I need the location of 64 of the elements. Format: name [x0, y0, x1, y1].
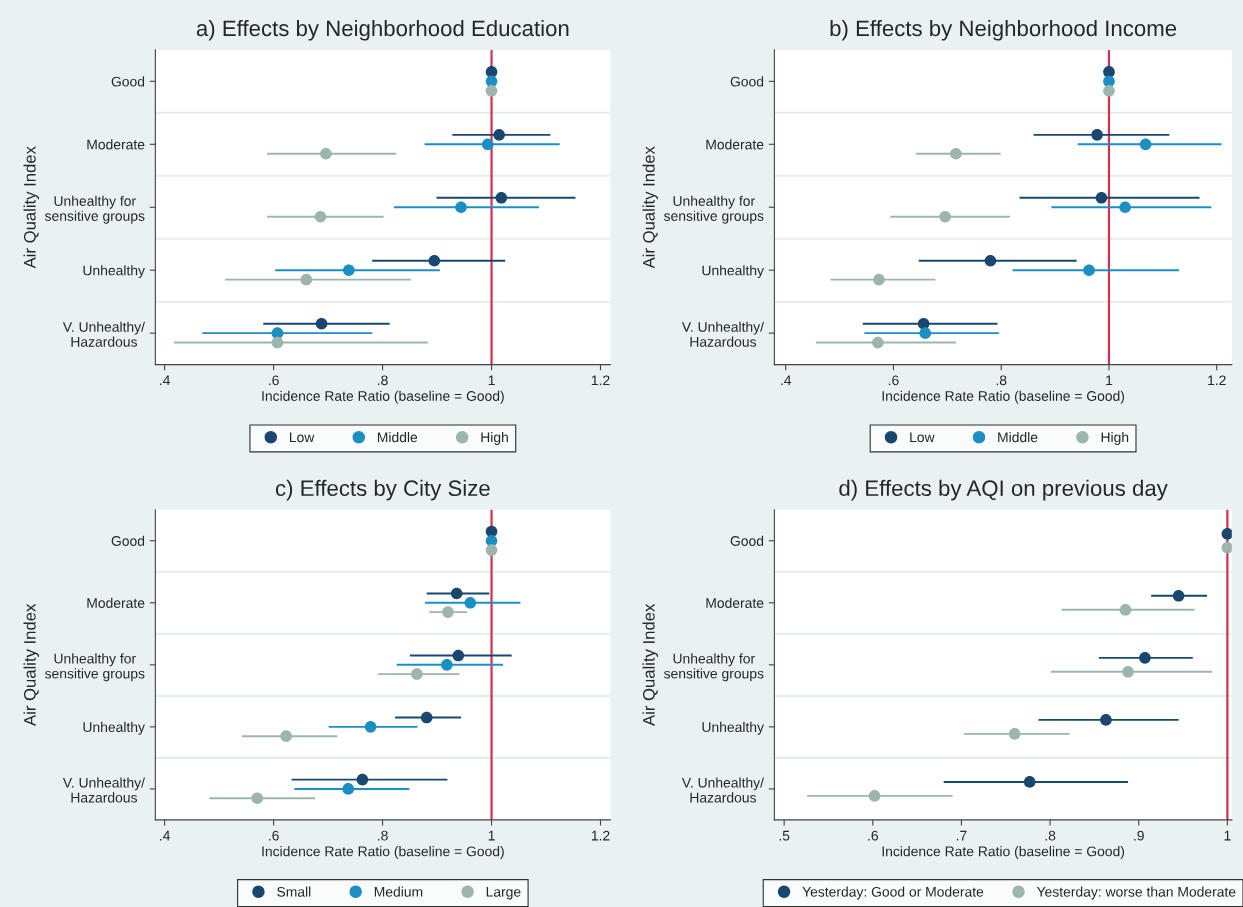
legend-label: Yesterday: Good or Moderate	[802, 886, 984, 900]
y-tick-label: V. Unhealthy/ Hazardous	[62, 777, 145, 803]
chart-title: c) Effects by City Size	[275, 479, 490, 501]
chart-title: d) Effects by AQI on previous day	[839, 479, 1168, 501]
y-tick-label: V. Unhealthy/ Hazardous	[681, 777, 764, 803]
y-tick-label: Unhealthy for sensitive groups	[44, 653, 145, 682]
y-tick-label: Moderate	[87, 597, 145, 608]
x-tick-label: .7	[956, 830, 967, 841]
x-tick-label: .4	[781, 375, 792, 386]
legend-label: High	[481, 432, 508, 445]
y-axis-title: Air Quality Index	[642, 603, 659, 726]
y-axis-title: Air Quality Index	[642, 146, 659, 269]
legend-label: Middle	[377, 432, 418, 443]
legend-label: Yesterday: worse than Moderate	[1036, 886, 1236, 900]
x-tick-label: .8	[378, 375, 388, 386]
x-tick-label: .9	[1134, 830, 1144, 841]
chart-title: a) Effects by Neighborhood Education	[196, 19, 569, 41]
y-tick-label: V. Unhealthy/ Hazardous	[62, 321, 145, 347]
x-tick-label: .5	[779, 830, 790, 841]
x-tick-label: .8	[1045, 830, 1056, 841]
y-tick-label: Moderate	[87, 139, 145, 150]
x-tick-label: .6	[269, 375, 279, 386]
y-tick-label: Unhealthy	[83, 265, 145, 279]
y-tick-label: Unhealthy	[702, 265, 764, 279]
y-axis-title: Air Quality Index	[23, 603, 40, 726]
x-tick-label: 1.2	[591, 375, 610, 386]
legend-label: Low	[289, 432, 315, 443]
y-tick-label: Moderate	[706, 597, 764, 608]
legend-label: Large	[486, 887, 521, 900]
x-axis-title: Incidence Rate Ratio (baseline = Good)	[262, 390, 504, 404]
x-tick-label: .6	[888, 375, 899, 386]
x-tick-label: 1	[1224, 830, 1231, 841]
x-axis-title: Incidence Rate Ratio (baseline = Good)	[262, 846, 504, 860]
legend-label: Middle	[998, 432, 1038, 443]
y-tick-label: Good	[730, 535, 764, 546]
y-tick-label: Good	[730, 76, 764, 87]
chart-title: b) Effects by Neighborhood Income	[830, 19, 1177, 41]
x-tick-label: .8	[996, 375, 1007, 386]
y-tick-label: Unhealthy for sensitive groups	[44, 195, 145, 224]
legend-label: Medium	[374, 886, 423, 897]
legend-label: Low	[910, 432, 935, 443]
x-tick-label: .4	[160, 375, 171, 386]
y-tick-label: Good	[111, 535, 145, 546]
y-tick-label: Unhealthy for sensitive groups	[664, 653, 764, 682]
x-tick-label: 1.2	[1208, 375, 1226, 386]
x-tick-label: .8	[378, 830, 388, 841]
y-tick-label: V. Unhealthy/ Hazardous	[681, 321, 764, 347]
x-tick-label: .4	[160, 830, 171, 841]
y-tick-label: Unhealthy	[83, 721, 145, 735]
y-tick-label: Unhealthy	[702, 721, 764, 735]
y-tick-label: Moderate	[706, 139, 764, 150]
x-tick-label: 1	[488, 375, 495, 386]
x-tick-label: .6	[269, 830, 279, 841]
x-axis-title: Incidence Rate Ratio (baseline = Good)	[882, 846, 1125, 860]
y-tick-label: Good	[111, 76, 145, 87]
legend-label: Small	[277, 886, 311, 897]
x-axis-title: Incidence Rate Ratio (baseline = Good)	[882, 390, 1125, 404]
x-tick-label: .6	[868, 830, 878, 841]
x-tick-label: 1	[1106, 375, 1113, 386]
legend-label: High	[1101, 432, 1129, 445]
x-tick-label: 1	[488, 830, 495, 841]
y-axis-title: Air Quality Index	[23, 146, 40, 269]
x-tick-label: 1.2	[591, 830, 610, 841]
y-tick-label: Unhealthy for sensitive groups	[664, 195, 764, 224]
